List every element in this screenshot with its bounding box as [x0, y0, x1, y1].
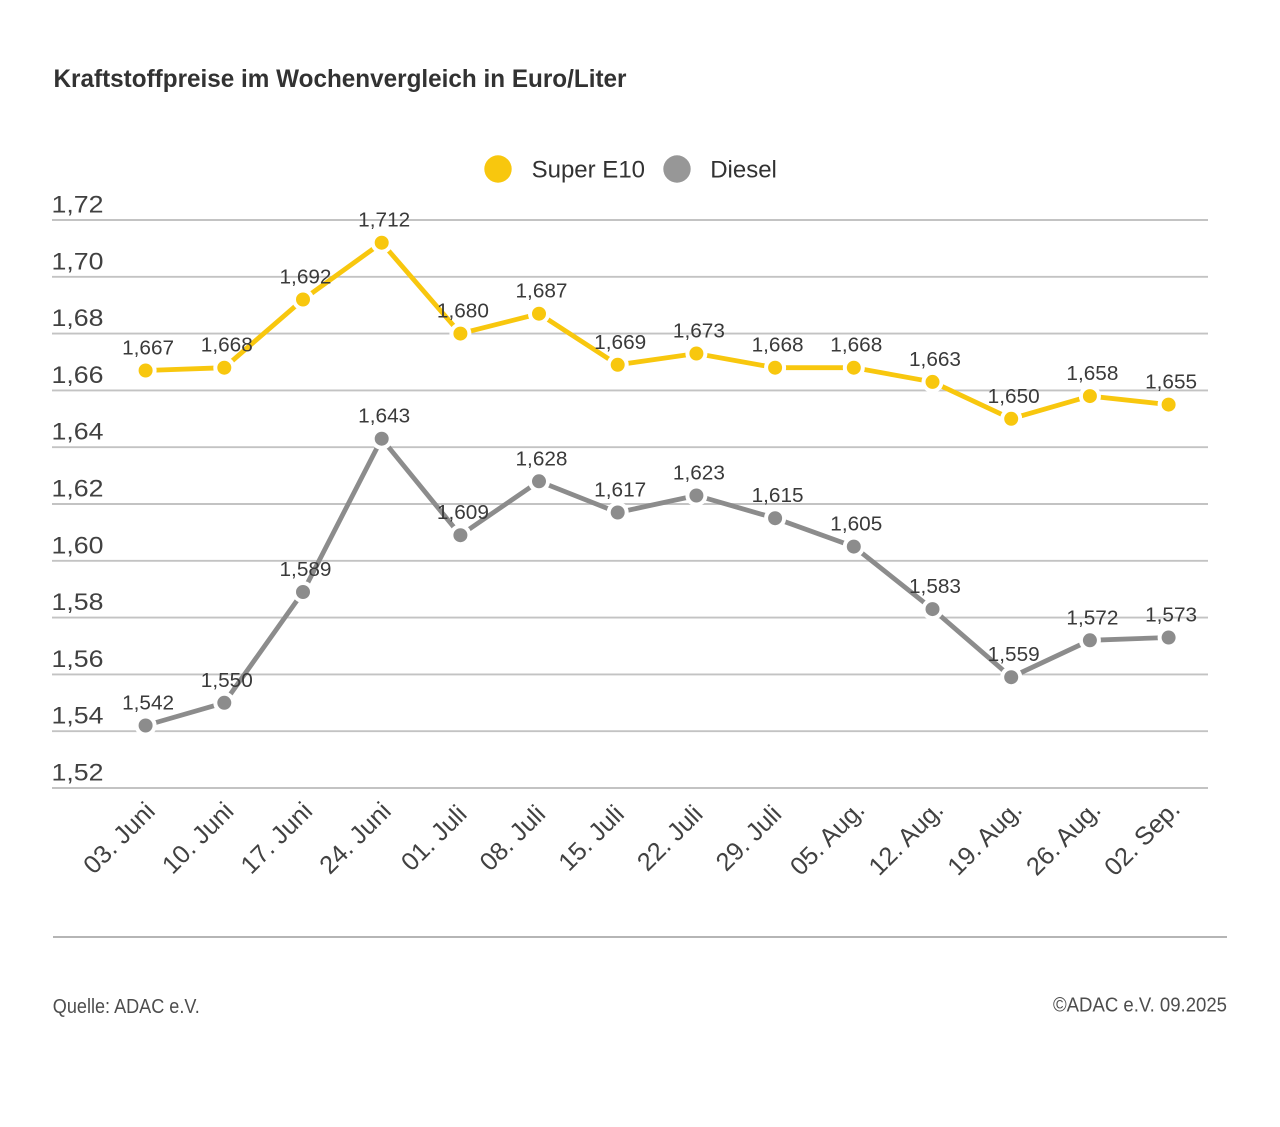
svg-text:1,692: 1,692	[280, 267, 332, 289]
svg-text:1,667: 1,667	[122, 338, 174, 360]
svg-text:1,589: 1,589	[280, 559, 332, 581]
svg-text:1,643: 1,643	[358, 406, 410, 428]
svg-text:©ADAC e.V. 09.2025: ©ADAC e.V. 09.2025	[1053, 995, 1227, 1017]
svg-text:1,52: 1,52	[52, 760, 104, 787]
svg-text:1,605: 1,605	[830, 514, 882, 536]
svg-text:1,72: 1,72	[52, 192, 104, 219]
svg-text:1,680: 1,680	[437, 301, 489, 323]
svg-text:1,623: 1,623	[673, 463, 725, 485]
svg-text:1,617: 1,617	[594, 480, 646, 502]
svg-text:1,668: 1,668	[830, 335, 882, 357]
svg-text:1,669: 1,669	[594, 332, 646, 354]
svg-text:1,668: 1,668	[752, 335, 804, 357]
svg-text:Diesel: Diesel	[710, 157, 777, 184]
svg-text:1,668: 1,668	[201, 335, 253, 357]
svg-text:1,573: 1,573	[1145, 605, 1197, 627]
svg-text:1,655: 1,655	[1145, 372, 1197, 394]
svg-text:1,615: 1,615	[752, 485, 804, 507]
svg-text:Super E10: Super E10	[532, 157, 645, 184]
svg-text:1,628: 1,628	[516, 448, 568, 470]
svg-text:1,663: 1,663	[909, 349, 961, 371]
svg-text:1,658: 1,658	[1066, 363, 1118, 385]
svg-text:1,583: 1,583	[909, 576, 961, 598]
svg-text:Kraftstoffpreise im Wochenverg: Kraftstoffpreise im Wochenvergleich in E…	[54, 65, 627, 93]
svg-text:1,572: 1,572	[1066, 607, 1118, 629]
svg-text:1,62: 1,62	[52, 476, 104, 503]
svg-text:1,60: 1,60	[52, 532, 104, 559]
svg-text:1,609: 1,609	[437, 502, 489, 524]
svg-text:1,56: 1,56	[52, 646, 104, 673]
svg-text:1,650: 1,650	[988, 386, 1040, 408]
svg-text:1,66: 1,66	[52, 362, 104, 389]
svg-text:1,64: 1,64	[52, 419, 104, 446]
svg-text:1,550: 1,550	[201, 670, 253, 692]
svg-text:1,687: 1,687	[516, 281, 568, 303]
svg-text:1,712: 1,712	[358, 210, 410, 232]
svg-text:1,58: 1,58	[52, 589, 104, 616]
svg-text:1,559: 1,559	[988, 644, 1040, 666]
svg-text:1,68: 1,68	[52, 305, 104, 332]
svg-text:1,542: 1,542	[122, 693, 174, 715]
svg-text:Quelle: ADAC e.V.: Quelle: ADAC e.V.	[53, 996, 200, 1018]
svg-text:1,54: 1,54	[52, 703, 104, 730]
svg-text:1,70: 1,70	[52, 248, 104, 275]
svg-text:1,673: 1,673	[673, 321, 725, 343]
